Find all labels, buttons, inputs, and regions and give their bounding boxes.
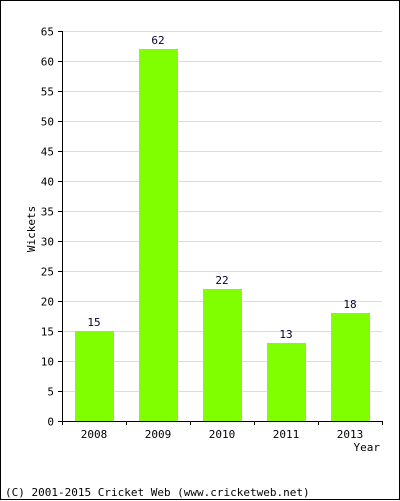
- y-tick-label-35: 35: [41, 206, 54, 219]
- data-label-2013: 18: [343, 298, 356, 311]
- y-tick-label-55: 55: [41, 86, 54, 99]
- bar-2013: [331, 313, 370, 421]
- y-tick-label-20: 20: [41, 296, 54, 309]
- y-tick-label-15: 15: [41, 326, 54, 339]
- bar-2008: [75, 331, 114, 421]
- axes: [58, 31, 383, 425]
- y-axis-label: Wickets: [25, 206, 38, 252]
- bar-2010: [203, 289, 242, 421]
- x-axis-label: Year: [354, 441, 381, 454]
- y-tick-label-45: 45: [41, 146, 54, 159]
- data-label-2011: 13: [279, 328, 292, 341]
- y-tick-label-65: 65: [41, 26, 54, 39]
- x-tick-label-2009: 2009: [145, 428, 172, 441]
- bar-2009: [139, 49, 178, 421]
- x-tick-label-2013: 2013: [337, 428, 364, 441]
- copyright-footer: (C) 2001-2015 Cricket Web (www.cricketwe…: [5, 486, 310, 499]
- data-label-2009: 62: [151, 34, 164, 47]
- data-labels: 15 62 22 13 18: [87, 34, 356, 341]
- y-tick-label-50: 50: [41, 116, 54, 129]
- y-tick-label-30: 30: [41, 236, 54, 249]
- x-tick-labels: 2008 2009 2010 2011 2013: [81, 428, 364, 441]
- y-tick-label-60: 60: [41, 56, 54, 69]
- y-tick-label-0: 0: [47, 416, 54, 429]
- y-tick-label-25: 25: [41, 266, 54, 279]
- bar-2011: [267, 343, 306, 421]
- data-label-2008: 15: [87, 316, 100, 329]
- x-tick-label-2011: 2011: [273, 428, 300, 441]
- y-tick-label-10: 10: [41, 356, 54, 369]
- x-tick-label-2010: 2010: [209, 428, 236, 441]
- data-label-2010: 22: [215, 274, 228, 287]
- grid-lines: [62, 31, 382, 392]
- bars: [75, 49, 370, 421]
- y-tick-label-40: 40: [41, 176, 54, 189]
- x-tick-label-2008: 2008: [81, 428, 108, 441]
- y-tick-labels: 0 5 10 15 20 25 30 35 40 45 50 55 60 65: [41, 26, 54, 429]
- y-tick-label-5: 5: [47, 386, 54, 399]
